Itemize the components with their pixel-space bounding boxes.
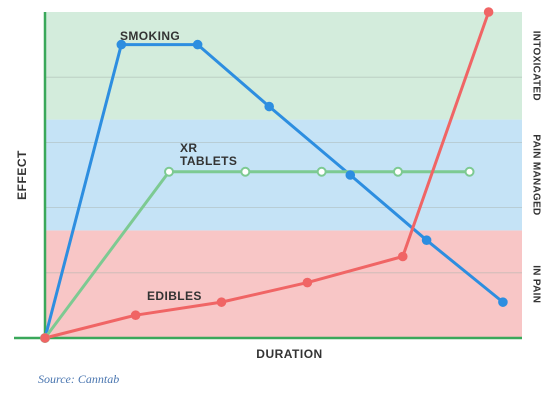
data-point-xr-tablets	[240, 166, 251, 177]
x-axis-title: DURATION	[256, 347, 322, 361]
zone-label-pain-managed: PAIN MANAGED	[531, 134, 542, 215]
effect-zones	[45, 12, 522, 338]
zone-band-intoxicated	[45, 12, 522, 120]
data-point-smoking	[116, 39, 127, 50]
data-point-edibles	[216, 297, 227, 307]
y-axis-title: EFFECT	[15, 150, 29, 200]
data-point-smoking	[345, 170, 356, 180]
data-point-edibles	[397, 251, 408, 262]
data-point-edibles	[302, 277, 313, 288]
zone-band-in-pain	[45, 230, 522, 338]
data-point-xr-tablets	[464, 166, 475, 177]
series-points	[40, 7, 508, 343]
series-line-edibles	[43, 10, 491, 340]
data-point-smoking	[264, 101, 274, 112]
zone-band-pain-managed	[45, 119, 522, 231]
data-point-edibles	[130, 310, 141, 320]
data-point-xr-tablets	[164, 166, 175, 177]
data-point-xr-tablets	[392, 166, 403, 177]
data-point-xr-tablets	[316, 166, 327, 177]
series-label-edibles: EDIBLES	[147, 289, 202, 303]
zone-label-in-pain: IN PAIN	[531, 265, 542, 303]
source-caption: Source: Canntab	[38, 372, 120, 386]
data-point-smoking	[192, 39, 203, 50]
series-line-xr-tablets	[43, 170, 472, 340]
axes	[14, 12, 522, 340]
data-point-edibles	[40, 333, 50, 343]
chart-labels: IN PAIN PAIN MANAGED INTOXICATED DURATION EF…	[15, 29, 542, 361]
zone-label-intoxicated: INTOXICATED	[531, 31, 542, 101]
data-point-edibles	[483, 7, 494, 17]
series-label-xr-tablets: XR TABLETS	[180, 141, 237, 168]
series-label-smoking: SMOKING	[120, 29, 180, 43]
data-point-smoking	[421, 235, 432, 245]
data-point-smoking	[498, 297, 508, 307]
